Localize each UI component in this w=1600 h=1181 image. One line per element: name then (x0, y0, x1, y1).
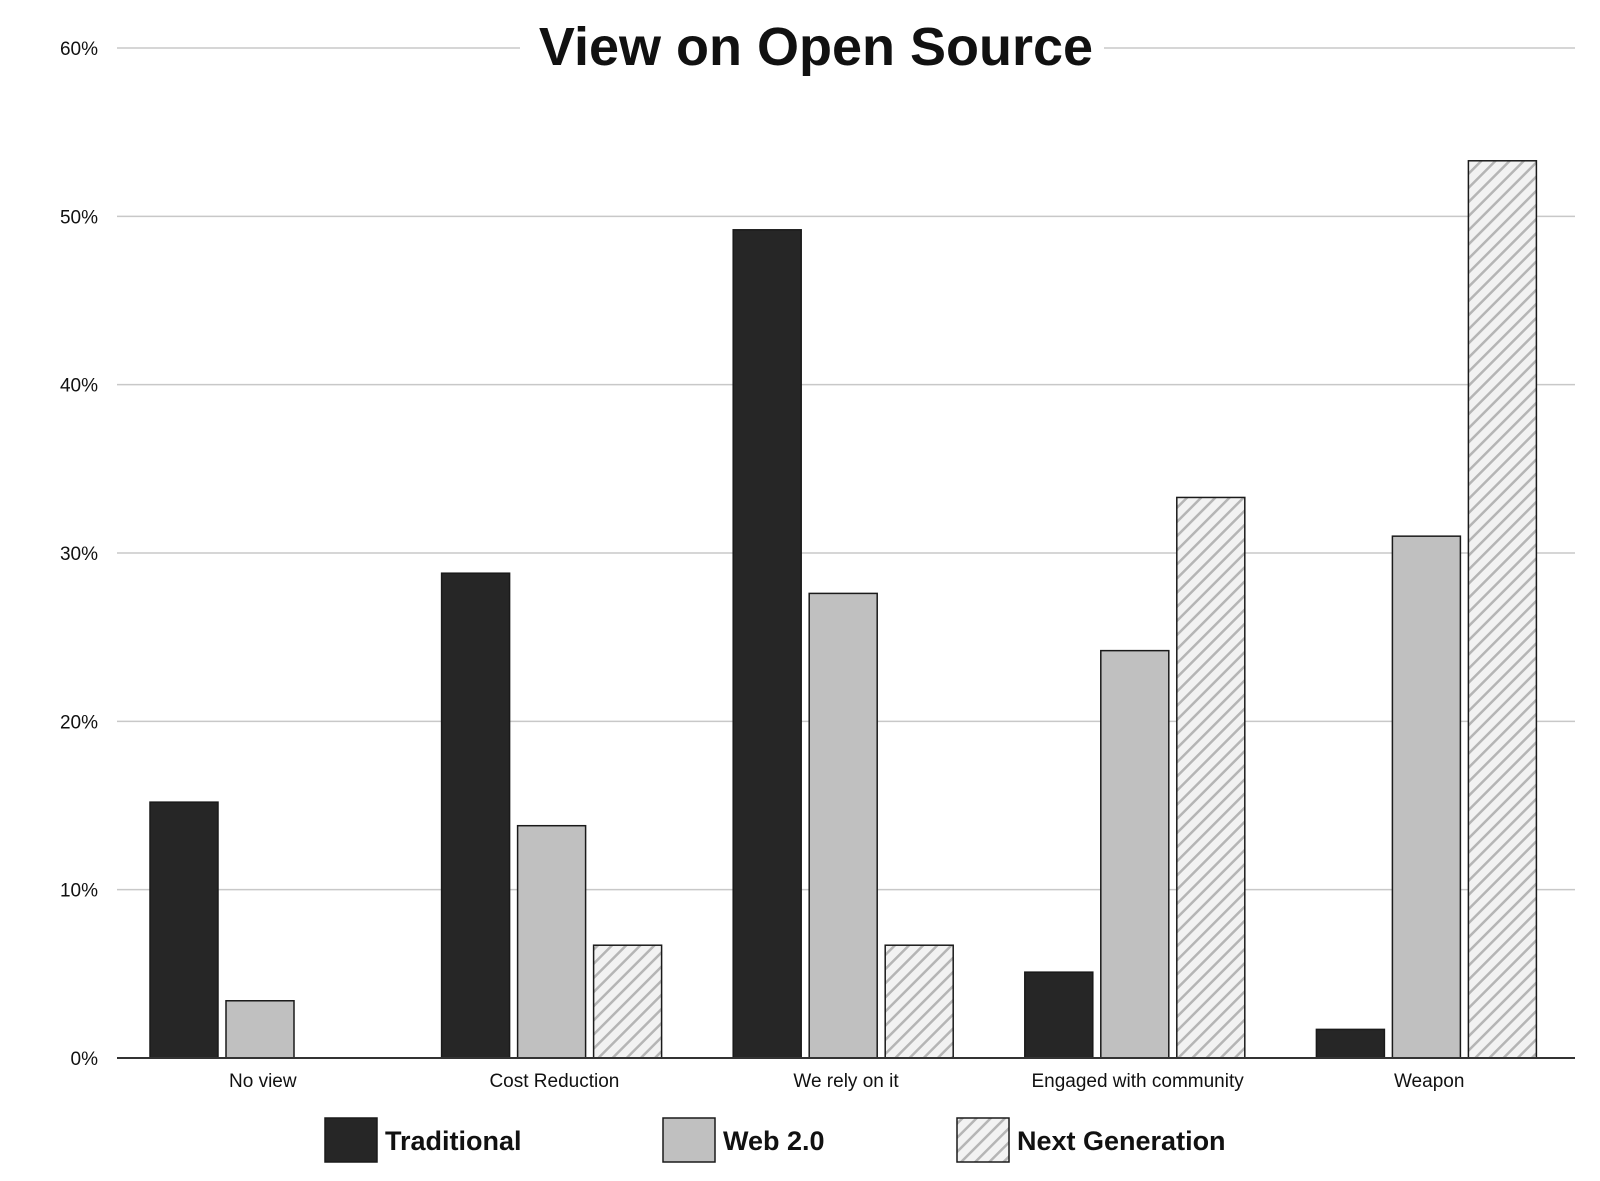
bar-traditional-3 (1024, 971, 1094, 1059)
title-backdrop (520, 10, 1104, 80)
y-tick-label: 0% (71, 1049, 99, 1070)
legend-label: Web 2.0 (723, 1126, 825, 1156)
legend: Traditional Web 2.0 Next Generation (324, 1117, 1226, 1163)
x-tick-label: Engaged with community (1031, 1071, 1244, 1092)
bars (149, 160, 1538, 1059)
bar-traditional-1 (440, 572, 511, 1059)
x-tick-label: Cost Reduction (489, 1071, 619, 1092)
title-group: View on Open Source (520, 10, 1104, 80)
bar-web-2-0-3 (1100, 649, 1170, 1059)
bar-next-generation-4 (1467, 160, 1538, 1059)
y-tick-label: 10% (60, 881, 98, 902)
bar-next-generation-1 (592, 944, 663, 1059)
chart-title: View on Open Source (539, 17, 1093, 77)
bar-web-2-0-2 (808, 592, 878, 1059)
bar-web-2-0-0 (225, 1000, 295, 1059)
x-tick-label: No view (229, 1071, 297, 1092)
legend-label: Next Generation (1017, 1126, 1226, 1156)
bar-web-2-0-1 (516, 824, 587, 1059)
bar-traditional-0 (149, 801, 219, 1059)
y-axis-tick-labels: 0% 10% 20% 30% 40% 50% 60% (60, 39, 98, 1070)
legend-swatch-next-generation (956, 1117, 1010, 1163)
y-tick-label: 30% (60, 544, 98, 565)
bar-traditional-4 (1315, 1028, 1386, 1059)
legend-label: Traditional (385, 1126, 522, 1156)
y-tick-label: 40% (60, 376, 98, 397)
legend-swatch-traditional (324, 1117, 378, 1163)
y-tick-label: 60% (60, 39, 98, 60)
y-tick-label: 50% (60, 207, 98, 228)
bar-next-generation-2 (884, 944, 954, 1059)
x-tick-label: We rely on it (793, 1071, 899, 1092)
legend-swatch-web-2-0 (662, 1117, 716, 1163)
x-axis-tick-labels: No view Cost Reduction We rely on it Engage… (229, 1071, 1464, 1092)
bar-web-2-0-4 (1391, 535, 1462, 1059)
y-tick-label: 20% (60, 712, 98, 733)
bar-traditional-2 (732, 229, 802, 1059)
bar-next-generation-3 (1176, 496, 1246, 1059)
x-tick-label: Weapon (1394, 1071, 1464, 1092)
